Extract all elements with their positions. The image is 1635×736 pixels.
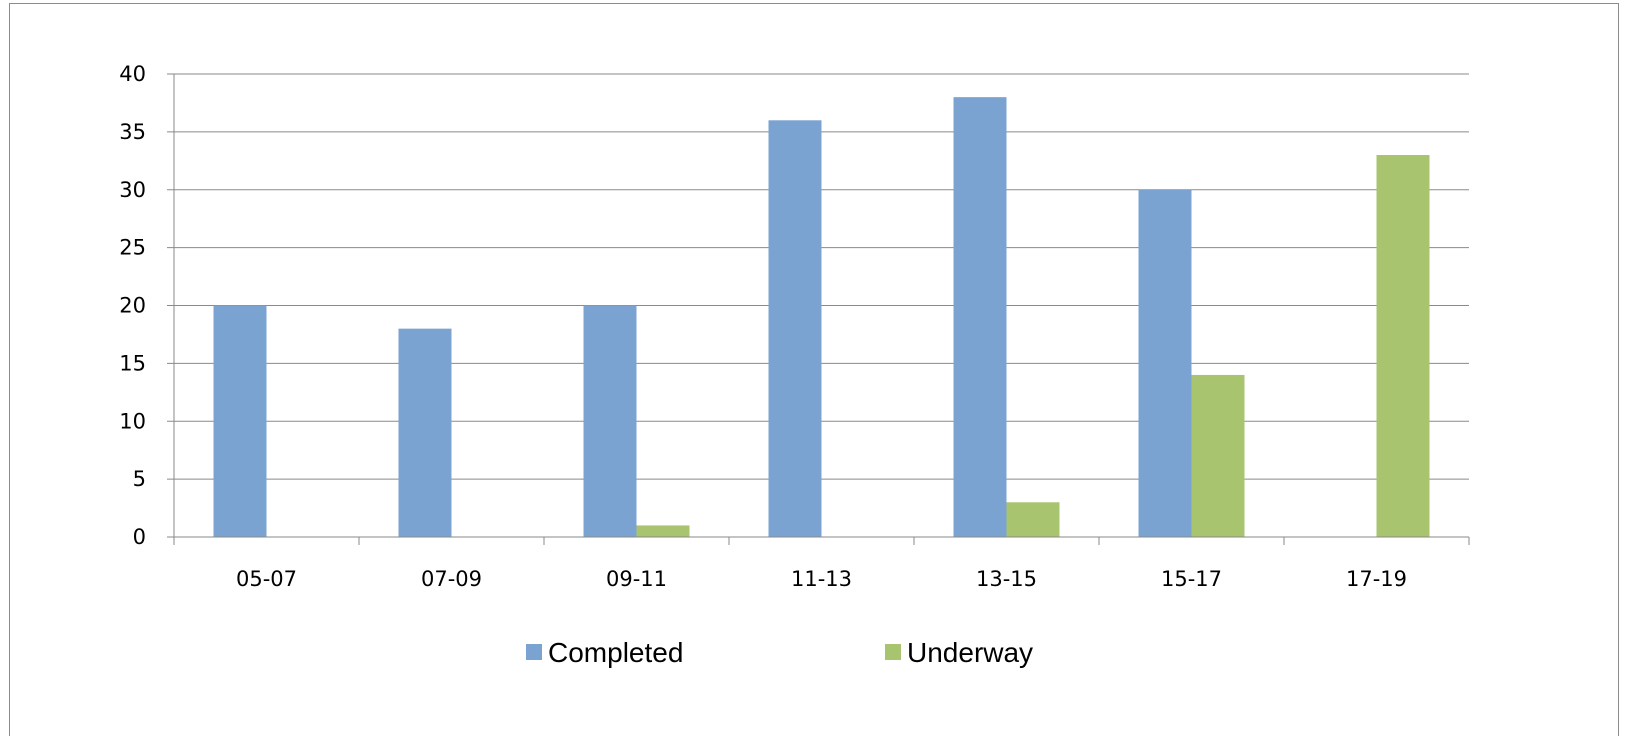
y-tick-label: 10 — [119, 409, 146, 433]
y-tick-label: 40 — [119, 62, 146, 86]
bar-completed-05-07 — [213, 305, 267, 537]
y-tick-label: 20 — [119, 294, 146, 318]
bar-underway-17-19 — [1376, 155, 1430, 537]
y-tick-label: 0 — [133, 525, 146, 549]
y-tick-label: 25 — [119, 236, 146, 260]
bar-completed-07-09 — [398, 328, 452, 537]
bar-underway-09-11 — [636, 525, 690, 537]
bar-completed-11-13 — [768, 120, 822, 538]
x-tick-label: 15-17 — [1161, 567, 1222, 591]
legend-swatch-underway — [885, 644, 901, 660]
y-tick-label: 30 — [119, 178, 146, 202]
x-tick-label: 13-15 — [976, 567, 1037, 591]
y-tick-label: 15 — [119, 351, 146, 375]
bar-underway-15-17 — [1191, 374, 1245, 537]
legend: Completed Underway — [526, 637, 1033, 668]
bar-completed-09-11 — [583, 305, 637, 537]
y-tick-label: 5 — [133, 467, 146, 491]
axes: 0 5 10 15 20 25 30 35 40 05-07 07-09 09-11 11-13 13-1… — [119, 62, 1470, 591]
x-tick-label: 09-11 — [606, 567, 667, 591]
bar-completed-15-17 — [1138, 189, 1192, 537]
x-tick-label: 17-19 — [1346, 567, 1407, 591]
legend-swatch-completed — [526, 644, 542, 660]
x-tick-label: 11-13 — [791, 567, 852, 591]
x-tick-label: 07-09 — [421, 567, 482, 591]
y-tick-label: 35 — [119, 120, 146, 144]
bar-completed-13-15 — [953, 97, 1007, 538]
legend-label-completed: Completed — [548, 637, 683, 668]
x-tick-label: 05-07 — [236, 567, 297, 591]
bar-underway-13-15 — [1006, 502, 1060, 537]
legend-label-underway: Underway — [907, 637, 1033, 668]
bars — [213, 97, 1430, 538]
